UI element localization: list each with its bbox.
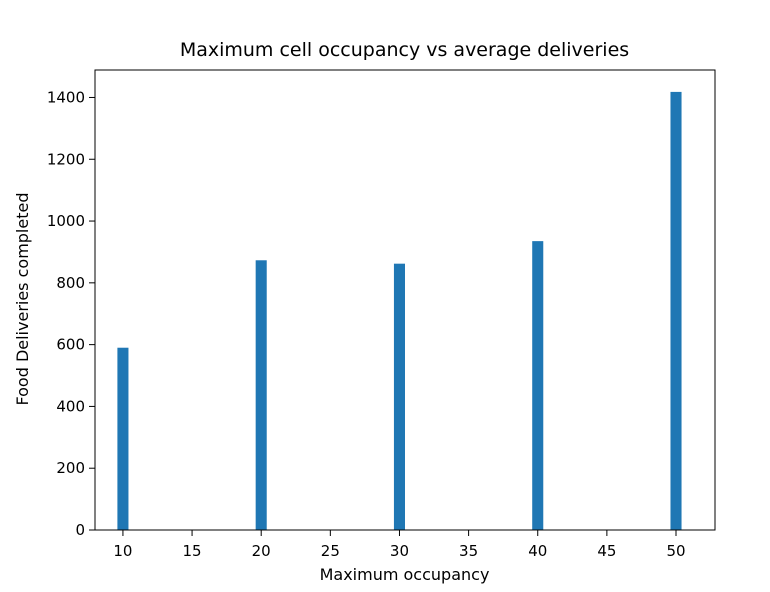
y-tick-label-800: 800 [56, 274, 85, 292]
x-tick-label-45: 45 [597, 542, 616, 560]
x-tick-label-10: 10 [113, 542, 132, 560]
y-tick-label-1000: 1000 [47, 212, 85, 230]
bar-50 [670, 91, 682, 531]
y-tick-label-0: 0 [75, 521, 85, 539]
axes-frame [94, 69, 716, 531]
y-tick-label-1200: 1200 [47, 150, 85, 168]
bar-30 [393, 263, 405, 530]
x-tick-label-15: 15 [183, 542, 202, 560]
x-tick-label-20: 20 [252, 542, 271, 560]
x-axis-label: Maximum occupancy [320, 565, 490, 584]
bar-10 [117, 347, 129, 530]
bar-40 [532, 241, 544, 530]
y-axis-label: Food Deliveries completed [13, 193, 32, 406]
chart-title: Maximum cell occupancy vs average delive… [180, 39, 629, 61]
plot-area: 10 15 20 25 30 35 40 45 50 0 200 400 600 800 1000 1200 1… [47, 69, 716, 560]
bar-20 [255, 260, 267, 530]
x-tick-label-25: 25 [321, 542, 340, 560]
x-tick-label-35: 35 [459, 542, 478, 560]
x-tick-label-40: 40 [528, 542, 547, 560]
y-tick-label-400: 400 [56, 397, 85, 415]
y-tick-label-600: 600 [56, 336, 85, 354]
y-tick-label-1400: 1400 [47, 88, 85, 106]
y-tick-label-200: 200 [56, 459, 85, 477]
x-tick-label-30: 30 [390, 542, 409, 560]
x-tick-label-50: 50 [666, 542, 685, 560]
